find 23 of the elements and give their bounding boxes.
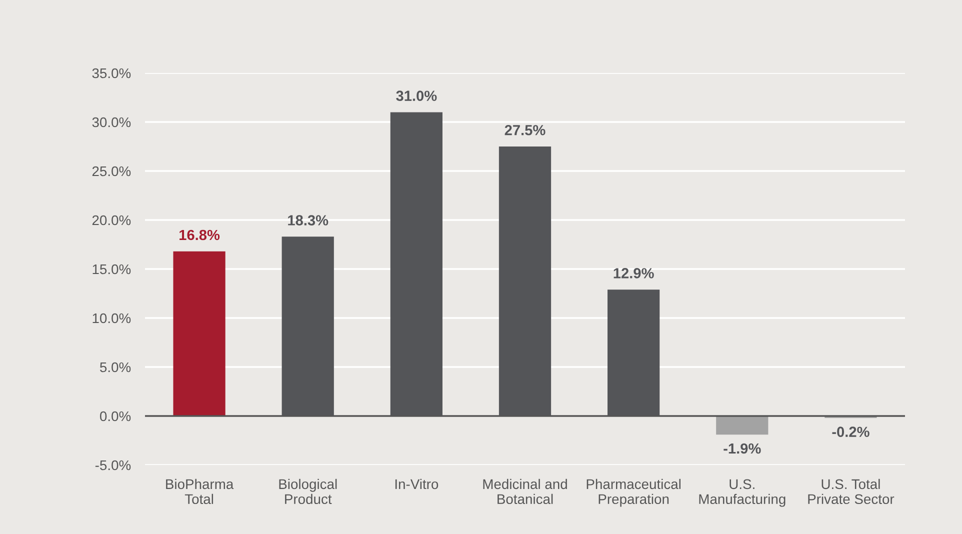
x-tick-label: Pharmaceutical Preparation <box>586 478 681 507</box>
y-tick-label: 5.0% <box>100 362 131 372</box>
y-tick-label: 25.0% <box>92 166 131 176</box>
y-tick-label: -5.0% <box>95 460 131 470</box>
data-label: 27.5% <box>504 124 546 136</box>
y-tick-label: 0.0% <box>100 411 131 422</box>
y-tick-label: 20.0% <box>92 215 131 226</box>
x-tick-label: Biological Product <box>279 478 337 504</box>
data-label: 18.3% <box>288 215 328 226</box>
y-tick-label: 35.0% <box>92 68 131 78</box>
y-tick-label: 30.0% <box>92 117 131 128</box>
data-label: 12.9% <box>614 268 654 278</box>
data-label: -1.9% <box>724 443 761 454</box>
x-tick-label: In-Vitro <box>395 478 438 490</box>
x-tick-label: U.S. Total Private Sector <box>808 478 894 504</box>
x-tick-label: Medicinal and Botanical <box>483 478 567 504</box>
x-tick-label: U.S. Manufacturing <box>699 479 786 507</box>
x-tick-label: BioPharma Total <box>166 478 234 504</box>
y-tick-label: 15.0% <box>92 264 131 274</box>
data-label: 16.8% <box>180 230 220 240</box>
data-label: -0.2% <box>832 426 870 438</box>
data-label: 31.0% <box>396 90 437 102</box>
y-tick-label: 10.0% <box>92 313 131 324</box>
